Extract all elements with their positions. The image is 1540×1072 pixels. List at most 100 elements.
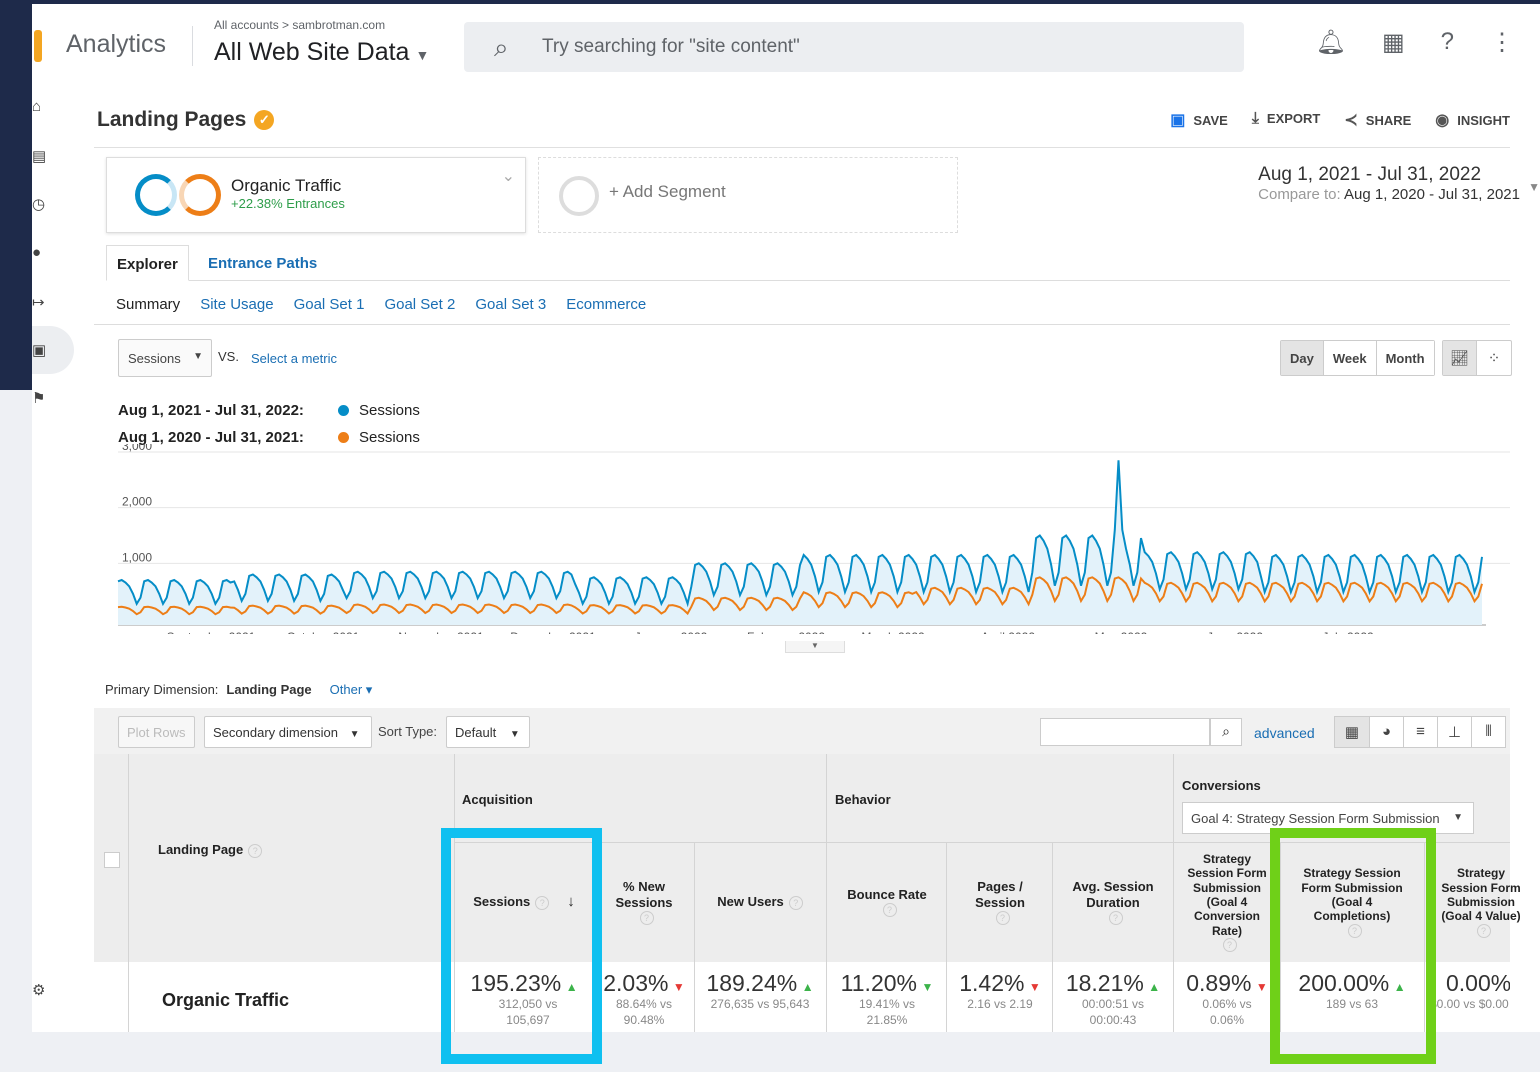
audience-person-icon[interactable]: ● bbox=[32, 244, 42, 261]
save-label: SAVE bbox=[1193, 113, 1228, 128]
customization-icon[interactable]: ▤ bbox=[32, 148, 47, 165]
insights-label: INSIGHT bbox=[1457, 113, 1510, 128]
analytics-logo-icon bbox=[34, 30, 42, 62]
sort-type-select[interactable]: Default ▼ bbox=[446, 716, 530, 748]
subtab-goal-set-1[interactable]: Goal Set 1 bbox=[293, 296, 365, 313]
bounce-rate-header-text: Bounce Rate bbox=[847, 887, 927, 903]
segment-ring-orange-icon bbox=[179, 174, 221, 216]
goal4-value-change: 0.00% bbox=[1446, 970, 1510, 996]
tab-entrance-paths[interactable]: Entrance Paths bbox=[208, 255, 318, 272]
bounce-rate-change: 11.20% bbox=[840, 970, 917, 996]
search-bar[interactable]: ⌕ Try searching for "site content" bbox=[464, 22, 1244, 72]
date-caret-icon[interactable]: ▼ bbox=[1528, 180, 1540, 194]
bell-icon[interactable]: 🔔︎ bbox=[1315, 29, 1346, 56]
col-divider bbox=[1424, 842, 1425, 962]
collapse-chart-handle[interactable]: ▼ bbox=[785, 641, 845, 653]
pie-chart-icon[interactable]: ◕ bbox=[1369, 717, 1403, 747]
date-range-primary: Aug 1, 2021 - Jul 31, 2022 bbox=[1258, 164, 1482, 185]
subtab-goal-set-2[interactable]: Goal Set 2 bbox=[384, 296, 456, 313]
metric-select[interactable]: Sessions ▼ bbox=[118, 339, 212, 377]
cell-new-sessions: 2.03% ▼ 88.64% vs 90.48% bbox=[596, 970, 692, 1028]
week-button[interactable]: Week bbox=[1322, 341, 1376, 375]
plot-rows-button[interactable]: Plot Rows bbox=[118, 716, 195, 748]
avg-duration-change: 18.21% bbox=[1065, 970, 1144, 996]
date-range-picker[interactable]: Aug 1, 2021 - Jul 31, 2022 Compare to: A… bbox=[1258, 164, 1520, 203]
subtab-ecommerce[interactable]: Ecommerce bbox=[566, 296, 647, 313]
col-header-avg-session-duration[interactable]: Avg. Session Duration? bbox=[1054, 844, 1172, 960]
col-header-goal4-value[interactable]: Strategy Session Form Submission (Goal 4… bbox=[1426, 844, 1536, 960]
line-chart-icon[interactable]: 📈︎ bbox=[1443, 341, 1477, 375]
col-header-landing-page[interactable]: Landing Page? bbox=[158, 842, 263, 858]
add-segment-button[interactable]: + Add Segment bbox=[538, 157, 958, 233]
acquisition-icon[interactable]: ↦ bbox=[32, 294, 45, 311]
chevron-down-icon[interactable]: ⌄ bbox=[501, 168, 515, 185]
col-header-pages-per-session[interactable]: Pages / Session? bbox=[948, 844, 1052, 960]
behavior-icon[interactable]: ▣ bbox=[32, 342, 47, 359]
cell-goal4-completions: 200.00% ▲ 189 vs 63 bbox=[1282, 970, 1422, 1013]
x-tick-label: May 2022 bbox=[1095, 630, 1148, 634]
advanced-filter-link[interactable]: advanced bbox=[1254, 725, 1315, 741]
page-title: Landing Pages ✓ bbox=[97, 108, 275, 132]
col-header-goal4-completions[interactable]: Strategy Session Form Submission (Goal 4… bbox=[1282, 844, 1422, 960]
apps-grid-icon[interactable]: ▦ bbox=[1381, 29, 1405, 56]
subtab-site-usage[interactable]: Site Usage bbox=[200, 296, 274, 313]
motion-chart-icon[interactable]: ⁘ bbox=[1487, 350, 1501, 367]
col-header-new-users[interactable]: New Users? bbox=[696, 844, 824, 960]
table-filter-input[interactable] bbox=[1040, 718, 1210, 746]
select-all-checkbox[interactable] bbox=[104, 852, 120, 868]
tab-explorer[interactable]: Explorer bbox=[106, 245, 189, 281]
term-cloud-icon[interactable]: ⦀ bbox=[1471, 717, 1505, 747]
conversions-flag-icon[interactable]: ⚑ bbox=[32, 390, 46, 407]
property-selector[interactable]: All Web Site Data ▼ bbox=[214, 38, 429, 67]
month-button[interactable]: Month bbox=[1375, 341, 1434, 375]
header-divider bbox=[454, 842, 1510, 843]
help-icon: ? bbox=[1108, 910, 1123, 925]
insights-button[interactable]: ◉ INSIGHT bbox=[1435, 110, 1510, 130]
subtab-goal-set-3[interactable]: Goal Set 3 bbox=[475, 296, 547, 313]
share-icon: ≺ bbox=[1344, 112, 1358, 129]
up-arrow-icon: ▲ bbox=[1148, 980, 1161, 994]
save-button[interactable]: ▣ SAVE bbox=[1170, 110, 1228, 130]
subtab-summary[interactable]: Summary bbox=[116, 296, 181, 313]
export-button[interactable]: ⤓ EXPORT bbox=[1252, 110, 1321, 130]
col-header-new-sessions[interactable]: % New Sessions? bbox=[596, 844, 692, 960]
avg-duration-detail: 00:00:51 vs 00:00:43 bbox=[1081, 997, 1145, 1027]
account-breadcrumb[interactable]: All accounts > sambrotman.com bbox=[214, 18, 386, 32]
col-divider bbox=[1173, 754, 1174, 962]
legend-dot-orange-icon bbox=[338, 432, 349, 443]
segment-organic-traffic[interactable]: Organic Traffic +22.38% Entrances ⌄ bbox=[106, 157, 526, 233]
top-icons: 🔔︎ ▦ ? ⋮ bbox=[1315, 28, 1514, 57]
help-icon: ? bbox=[882, 902, 897, 917]
home-icon[interactable]: ⌂ bbox=[32, 98, 42, 115]
more-vert-icon[interactable]: ⋮ bbox=[1490, 29, 1514, 56]
day-button[interactable]: Day bbox=[1281, 341, 1323, 375]
brand-name: Analytics bbox=[66, 30, 167, 58]
sort-desc-arrow-icon: ↓ bbox=[567, 893, 575, 910]
realtime-clock-icon[interactable]: ◷ bbox=[32, 196, 46, 213]
col-header-sessions[interactable]: Sessions? ↓ bbox=[456, 844, 592, 960]
series-line-current bbox=[117, 460, 1483, 608]
help-icon: ? bbox=[1222, 938, 1237, 953]
col-header-goal4-conversion-rate[interactable]: Strategy Session Form Submission (Goal 4… bbox=[1175, 844, 1279, 960]
select-metric-link[interactable]: Select a metric bbox=[251, 351, 337, 366]
data-table-icon[interactable]: ▦ bbox=[1335, 717, 1369, 747]
comparison-icon[interactable]: ⊥ bbox=[1437, 717, 1471, 747]
col-header-bounce-rate[interactable]: Bounce Rate? bbox=[828, 844, 946, 960]
dropdown-caret-icon: ▼ bbox=[349, 729, 360, 740]
col-divider bbox=[694, 962, 695, 1032]
dropdown-caret-icon: ▼ bbox=[1453, 812, 1463, 823]
search-icon[interactable]: ⌕ bbox=[1210, 718, 1242, 746]
pages-session-change: 1.42% bbox=[959, 970, 1025, 996]
chart-type-toggle: 📈︎ ⁘ bbox=[1442, 340, 1512, 376]
primary-dimension-value[interactable]: Landing Page bbox=[226, 682, 312, 697]
secondary-dimension-select[interactable]: Secondary dimension ▼ bbox=[204, 716, 372, 748]
group-acquisition: Acquisition bbox=[462, 792, 533, 807]
goal-select-value: Goal 4: Strategy Session Form Submission bbox=[1191, 811, 1440, 826]
col-divider bbox=[454, 754, 455, 962]
help-icon[interactable]: ? bbox=[1440, 28, 1454, 55]
admin-icon[interactable]: ⚙ bbox=[32, 982, 46, 999]
other-dimension-link[interactable]: Other ▾ bbox=[329, 682, 373, 697]
performance-bars-icon[interactable]: ≡ bbox=[1403, 717, 1437, 747]
series-area-current bbox=[118, 460, 1482, 625]
share-button[interactable]: ≺ SHARE bbox=[1344, 110, 1411, 130]
